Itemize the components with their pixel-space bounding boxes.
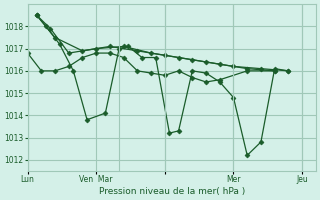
X-axis label: Pression niveau de la mer( hPa ): Pression niveau de la mer( hPa ): [99, 187, 245, 196]
